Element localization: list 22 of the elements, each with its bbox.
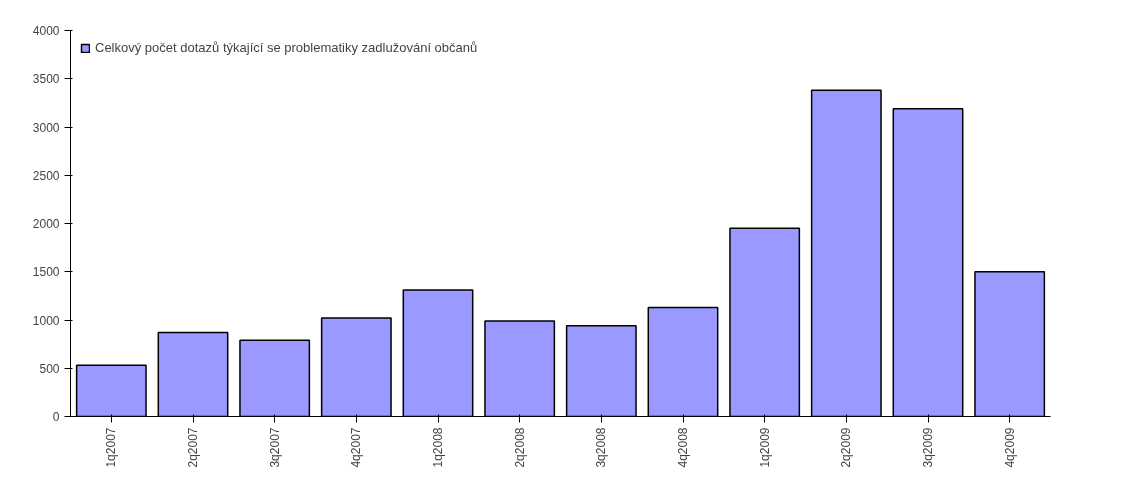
- x-tick-label: 1q2008: [431, 427, 445, 468]
- x-tick-label: 3q2009: [921, 427, 935, 468]
- x-tick-label: 2q2007: [186, 427, 200, 468]
- y-tick-label: 4000: [32, 24, 60, 38]
- x-tick-label: 2q2008: [512, 427, 527, 468]
- legend-label: Celkový počet dotazů týkající se problematiky zadlužování občanů: [95, 40, 478, 55]
- y-tick-label: 2000: [32, 217, 60, 231]
- y-tick-label: 500: [39, 361, 60, 376]
- x-tick-label: 4q2008: [676, 427, 690, 468]
- x-tick-label: 3q2007: [267, 427, 282, 468]
- y-tick-label: 0: [52, 410, 60, 424]
- x-tick-label: 1q2007: [104, 427, 119, 468]
- y-tick-label: 2500: [32, 168, 60, 183]
- x-tick-label: 1q2009: [757, 427, 772, 468]
- y-tick-label: 1000: [32, 313, 60, 328]
- x-tick-label: 3q2008: [594, 427, 609, 468]
- x-tick-label: 2q2009: [839, 427, 854, 468]
- y-tick-label: 1500: [32, 265, 60, 280]
- x-tick-label: 4q2007: [349, 427, 364, 468]
- y-tick-label: 3500: [32, 72, 60, 87]
- x-tick-label: 4q2009: [1002, 427, 1017, 468]
- y-tick-label: 3000: [32, 120, 60, 135]
